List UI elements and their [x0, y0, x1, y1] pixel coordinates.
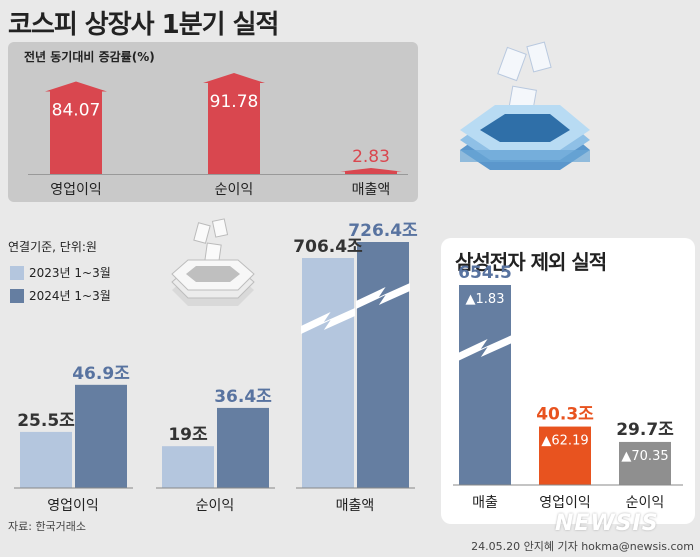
growth-rate-label: 전년 동기대비 증감률(%) — [24, 50, 155, 64]
growth-category-label: 영업이익 — [50, 182, 102, 198]
legend-swatch-2023 — [10, 265, 24, 280]
axis-break-sales — [458, 335, 512, 361]
newsis-watermark: NEWSIS — [555, 511, 659, 536]
bar-2023 — [162, 446, 214, 488]
bar-2024 — [357, 242, 409, 488]
samsung-value-label: 29.7조 — [616, 420, 674, 440]
growth-baseline — [28, 174, 408, 175]
growth-rate-chart: 84.07 영업이익 91.78 순이익 2.83 매출액 — [45, 73, 402, 198]
samsung-value-label: 654.5 — [458, 263, 512, 283]
legend-swatch-2024 — [10, 288, 24, 303]
category-label: 매출액 — [336, 498, 375, 514]
samsung-bar — [459, 285, 511, 485]
legend-label-2024: 2024년 1~3월 — [29, 289, 111, 303]
box-illustration-small — [171, 218, 255, 306]
axis-break-2024 — [356, 283, 410, 309]
samsung-change-label: ▲1.83 — [466, 292, 505, 307]
growth-value-label: 2.83 — [352, 147, 390, 167]
samsung-category-label: 순이익 — [626, 495, 665, 511]
samsung-panel-title: 삼성전자 제외 실적 — [455, 250, 607, 274]
value-label-2024: 36.4조 — [214, 387, 272, 407]
category-label: 순이익 — [196, 498, 235, 514]
samsung-category-label: 매출 — [472, 495, 498, 511]
value-label-2023: 706.4조 — [293, 237, 363, 257]
growth-category-label: 순이익 — [215, 182, 254, 198]
bar-2024 — [217, 407, 269, 488]
samsung-value-label: 40.3조 — [536, 405, 594, 425]
value-label-2024: 46.9조 — [72, 364, 130, 384]
legend-item-2024: 2024년 1~3월 — [10, 287, 111, 304]
value-label-2023: 25.5조 — [17, 411, 75, 431]
bar-2023 — [302, 258, 354, 488]
source-note: 자료: 한국거래소 — [8, 520, 87, 533]
page-title: 코스피 상장사 1분기 실적 — [8, 10, 279, 40]
samsung-bar — [619, 441, 671, 485]
byline: 24.05.20 안지혜 기자 hokma@newsis.com — [471, 540, 694, 553]
growth-arrow-bar — [203, 73, 265, 174]
growth-value-label: 91.78 — [210, 92, 259, 112]
samsung-change-label: ▲62.19 — [541, 434, 588, 449]
value-label-2023: 19조 — [168, 425, 208, 445]
samsung-bar-chart: 654.5 ▲1.83 매출 40.3조 ▲62.19 영업이익 29.7조 ▲70.35 순이… — [453, 263, 683, 511]
samsung-category-label: 영업이익 — [539, 495, 591, 511]
unit-label: 연결기준, 단위:원 — [8, 240, 97, 254]
bar-2023 — [20, 431, 72, 488]
value-label-2024: 726.4조 — [348, 221, 418, 241]
growth-arrow-bar — [45, 81, 107, 174]
box-illustration-large — [460, 41, 590, 170]
legend-label-2023: 2023년 1~3월 — [29, 266, 111, 280]
growth-arrow-bar — [340, 168, 402, 174]
axis-break-2023 — [301, 308, 355, 334]
bar-2024 — [75, 384, 127, 488]
category-label: 영업이익 — [47, 498, 99, 514]
growth-category-label: 매출액 — [352, 182, 391, 198]
growth-value-label: 84.07 — [52, 101, 101, 121]
samsung-bar — [539, 426, 591, 485]
samsung-change-label: ▲70.35 — [621, 449, 668, 464]
legend-item-2023: 2023년 1~3월 — [10, 264, 111, 281]
